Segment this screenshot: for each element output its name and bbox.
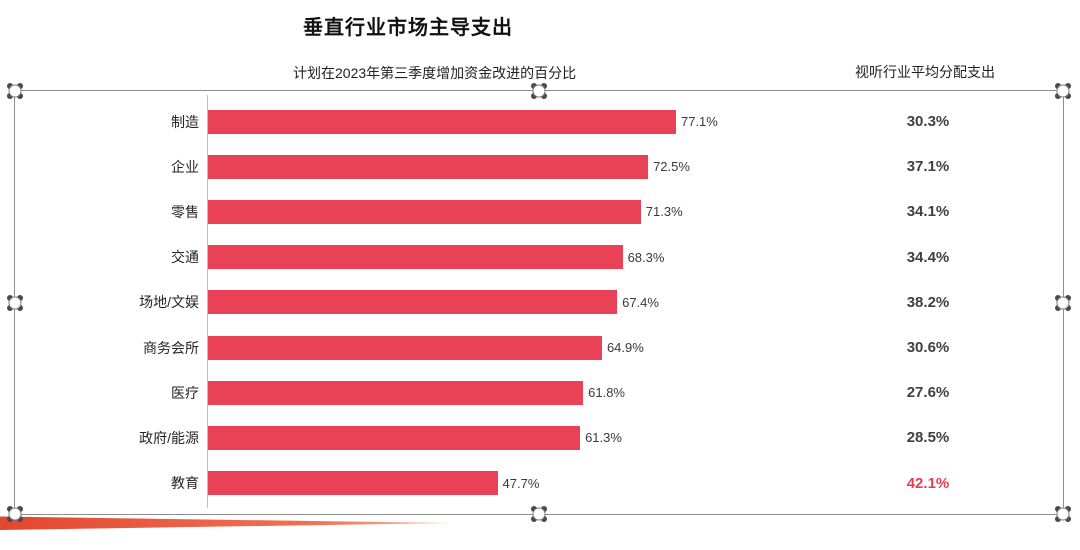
bar-column-header: 计划在2023年第三季度增加资金改进的百分比 — [293, 65, 577, 81]
avg-spend-value: 38.2% — [906, 293, 950, 311]
resize-handle-bottom-right[interactable] — [1056, 507, 1070, 521]
avg-spend-value: 34.4% — [906, 248, 950, 266]
chart-row: 场地/文娱 67.4% 38.2% — [0, 280, 1080, 325]
bar — [208, 425, 581, 450]
bar — [208, 109, 676, 134]
chart-row: 医疗 61.8% 27.6% — [0, 370, 1080, 415]
resize-handle-top-left[interactable] — [8, 84, 22, 98]
resize-handle-top-center[interactable] — [532, 84, 546, 98]
bar — [208, 199, 641, 224]
bar-value-label: 68.3% — [627, 249, 665, 265]
resize-handle-middle-right[interactable] — [1056, 296, 1070, 309]
bar-value-label: 72.5% — [653, 159, 690, 175]
bar-value-label: 71.3% — [645, 204, 683, 220]
avg-spend-value: 30.6% — [906, 339, 950, 357]
chart-row: 商务会所 64.9% 30.6% — [0, 325, 1080, 370]
avg-spend-value: 30.3% — [906, 113, 950, 131]
bar-value-label: 64.9% — [606, 340, 644, 356]
bar — [208, 335, 602, 360]
chart-row: 教育 47.7% 42.1% — [0, 461, 1080, 506]
chart-row: 交通 68.3% 34.4% — [0, 235, 1080, 280]
category-label: 企业 — [171, 158, 199, 175]
category-axis-line — [207, 95, 208, 508]
bar-value-label: 61.3% — [585, 430, 622, 446]
category-label: 医疗 — [171, 384, 199, 401]
category-label: 制造 — [171, 113, 199, 130]
resize-handle-top-right[interactable] — [1056, 84, 1070, 98]
decorative-red-swoosh — [0, 516, 452, 530]
avg-spend-value: 37.1% — [906, 158, 950, 176]
category-label: 交通 — [171, 249, 199, 266]
resize-handle-bottom-center[interactable] — [532, 507, 546, 521]
bar — [208, 471, 498, 496]
category-label: 政府/能源 — [139, 429, 199, 446]
avg-spend-value: 42.1% — [906, 474, 950, 492]
category-label: 零售 — [171, 203, 199, 220]
bar — [208, 245, 623, 270]
chart-row: 企业 72.5% 37.1% — [0, 144, 1080, 189]
bar-value-label: 77.1% — [680, 114, 718, 130]
bar — [208, 154, 649, 179]
bar-value-label: 61.8% — [588, 385, 625, 401]
bar-value-label: 67.4% — [622, 294, 659, 310]
chart-row: 制造 77.1% 30.3% — [0, 99, 1080, 144]
category-label: 教育 — [171, 475, 199, 492]
chart-row: 零售 71.3% 34.1% — [0, 189, 1080, 234]
category-label: 商务会所 — [143, 339, 199, 356]
value-column-header: 视听行业平均分配支出 — [855, 64, 995, 80]
bar — [208, 380, 584, 405]
avg-spend-value: 34.1% — [906, 203, 950, 221]
bar-rows: 制造 77.1% 30.3% 企业 72.5% 37.1% 零售 71.3% 34.1% 交通 68… — [0, 99, 1080, 506]
resize-handle-middle-left[interactable] — [8, 296, 22, 309]
chart-row: 政府/能源 61.3% 28.5% — [0, 415, 1080, 460]
bar — [208, 290, 618, 315]
avg-spend-value: 27.6% — [906, 384, 950, 402]
category-label: 场地/文娱 — [139, 294, 199, 311]
bar-value-label: 47.7% — [502, 475, 540, 491]
resize-handle-bottom-left[interactable] — [8, 507, 22, 521]
avg-spend-value: 28.5% — [906, 429, 950, 447]
chart-title: 垂直行业市场主导支出 — [303, 17, 513, 39]
